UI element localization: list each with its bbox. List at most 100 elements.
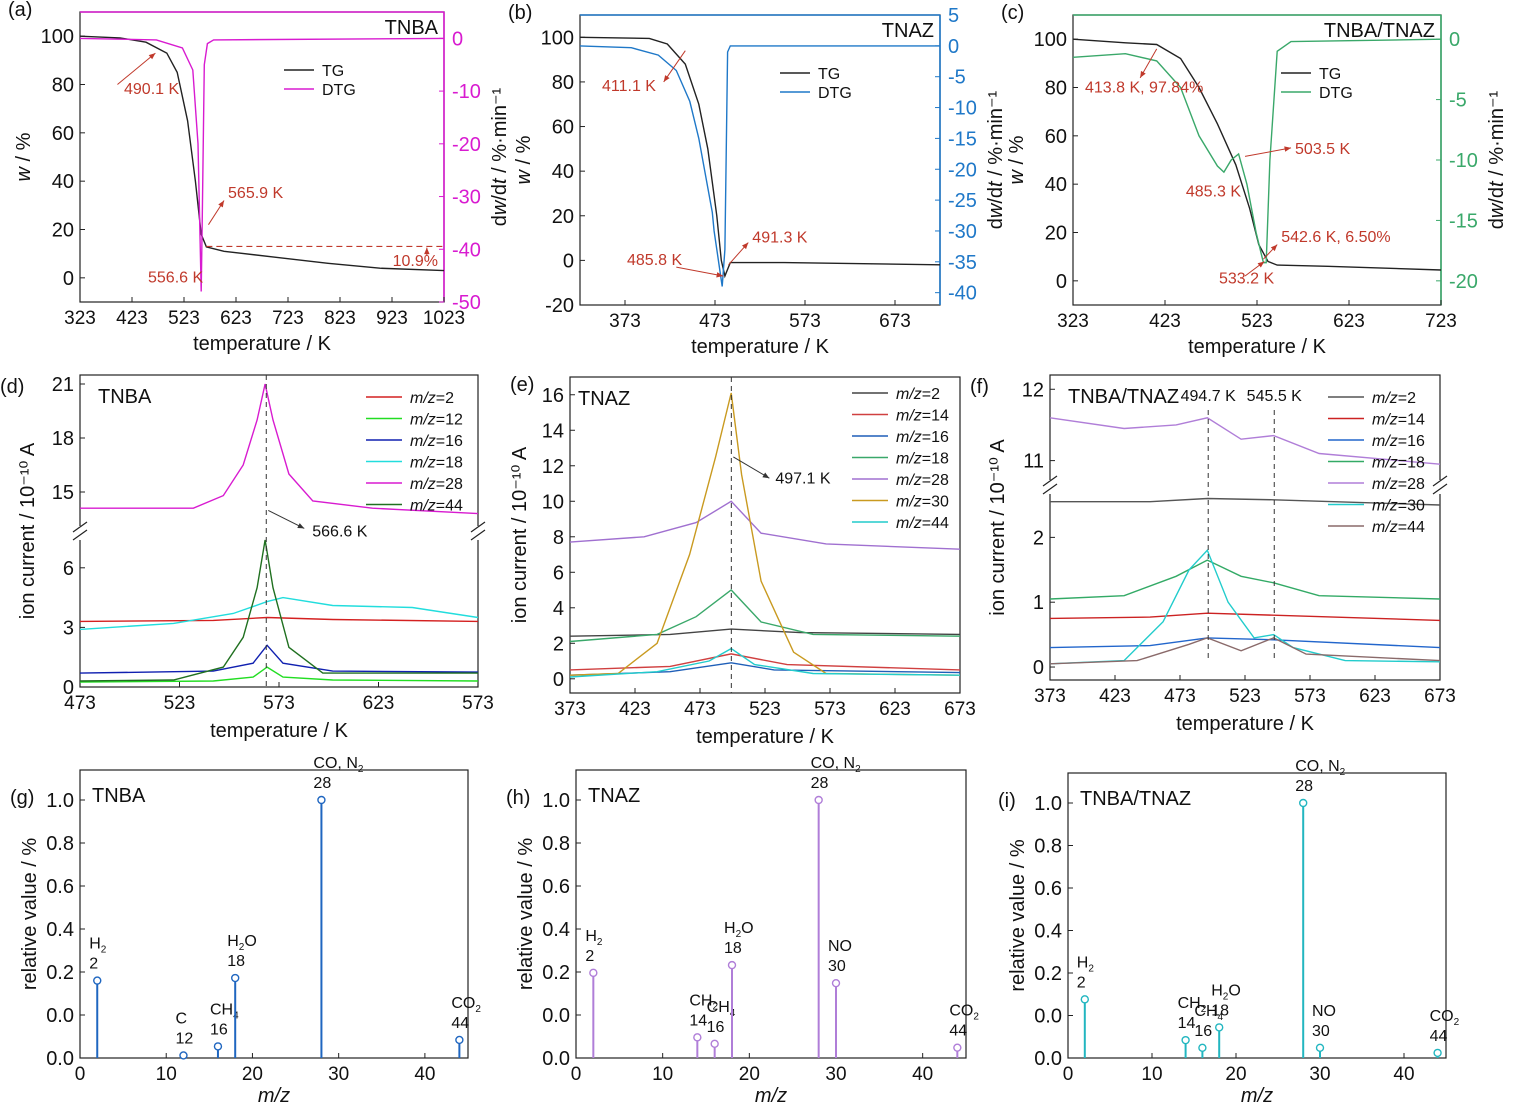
- f-series-line: [1049, 549, 1441, 665]
- i-species-label: H2O: [1211, 982, 1241, 1002]
- b-y-axis-label: w / %: [513, 135, 535, 184]
- b-ytick-label: 0: [563, 250, 574, 272]
- e-x-axis-label: temperature / K: [696, 726, 835, 748]
- a-title: TNBA: [385, 17, 439, 39]
- g-ytick-label: 0.0: [46, 1005, 74, 1027]
- a-y2-ytick-label: -10: [452, 81, 481, 103]
- e-xtick-label: 673: [944, 699, 976, 720]
- d-series-line: [79, 644, 479, 674]
- e-xtick-label: 373: [554, 699, 586, 720]
- a-annot-565: 565.9 K: [228, 185, 283, 202]
- i-stem-marker-18: [1214, 1023, 1224, 1032]
- h-x-axis-label: m/z: [755, 1085, 787, 1107]
- a-y2-ytick-label: -40: [452, 239, 481, 261]
- f-xtick-label: 373: [1034, 686, 1066, 707]
- c-y2-ytick-label: -20: [1449, 271, 1478, 293]
- a-ytick-label: 80: [52, 75, 74, 97]
- b-title: TNAZ: [882, 20, 934, 42]
- c-panel-label: (c): [1001, 2, 1024, 24]
- f-series-line: [1050, 497, 1441, 506]
- f-series-line: [1049, 637, 1441, 649]
- c-y2-ytick-label: 0: [1449, 29, 1460, 51]
- i-title: TNBA/TNAZ: [1080, 788, 1191, 810]
- c-y2-axis-label: dw/dt / %·min⁻¹: [1486, 90, 1508, 229]
- c-xtick-label: 623: [1333, 311, 1365, 332]
- e-ytick-label: 4: [553, 598, 564, 620]
- b-legend-label: DTG: [818, 85, 852, 102]
- e-xtick-label: 473: [684, 699, 716, 720]
- a-xtick-label: 423: [116, 308, 148, 329]
- e-xtick-label: 573: [814, 699, 846, 720]
- a-ytick-label: 0: [63, 268, 74, 290]
- g-species-label: C: [175, 1010, 187, 1027]
- a-xtick-label: 523: [168, 308, 200, 329]
- d-legend-label: m/z=18: [410, 455, 463, 472]
- d-series-line: [79, 616, 479, 623]
- b-annot-411: 411.1 K: [602, 78, 656, 95]
- e-legend-label: m/z=2: [896, 386, 940, 403]
- f-y-axis-label: ion current / 10⁻¹⁰ A: [987, 439, 1009, 616]
- a-plot-frame: [79, 11, 445, 303]
- d-break-mask-left: [72, 526, 88, 540]
- b-annot-491: 491.3 K: [752, 230, 807, 247]
- c-arrow-542-head: [1270, 244, 1278, 252]
- e-series-line: [569, 392, 961, 676]
- i-species-label: H2: [1077, 954, 1095, 974]
- f-series-line: [1049, 637, 1441, 665]
- b-y2-ytick-label: -10: [948, 98, 977, 120]
- a-y-axis-label: w / %: [13, 132, 35, 181]
- h-stem-marker-30: [831, 978, 841, 988]
- d-break-mark: [470, 529, 486, 541]
- g-x-axis-label: m/z: [258, 1085, 290, 1107]
- i-stem-marker-30: [1315, 1043, 1325, 1053]
- f-legend-label: m/z=16: [1372, 433, 1425, 450]
- b-annot-485: 485.8 K: [627, 252, 682, 269]
- b-y2-ytick-label: -40: [948, 283, 977, 305]
- f-xtick-label: 573: [1294, 686, 1326, 707]
- c-plot-frame: [1072, 14, 1442, 306]
- c-x-axis-label: temperature / K: [1188, 336, 1327, 358]
- c-annot-485: 485.3 K: [1186, 183, 1241, 200]
- h-species-label: CO2: [949, 1003, 979, 1023]
- b-y2-ytick-label: -30: [948, 221, 977, 243]
- e-ytick-label: 10: [542, 491, 564, 513]
- i-species-label: CO2: [1430, 1008, 1460, 1028]
- h-xtick-label: 10: [652, 1064, 673, 1085]
- c-annot-413: 413.8 K, 97.84%: [1085, 79, 1203, 96]
- c-ytick-label: 80: [1045, 78, 1067, 100]
- d-break-mark: [72, 521, 88, 533]
- c-ytick-label: 40: [1045, 174, 1067, 196]
- e-series-line: [569, 500, 961, 550]
- i-stem-marker-28: [1298, 798, 1308, 808]
- c-annot-533: 533.2 K: [1219, 270, 1274, 287]
- f-break-mark: [1432, 475, 1448, 487]
- c-y2-ytick-label: -15: [1449, 210, 1478, 232]
- a-panel-label: (a): [8, 0, 32, 21]
- e-legend-label: m/z=28: [896, 472, 949, 489]
- e-panel-label: (e): [510, 374, 534, 396]
- c-y-axis-label: w / %: [1006, 135, 1028, 184]
- f-break-mask-right: [1432, 480, 1448, 494]
- i-stem-marker-44: [1433, 1048, 1442, 1058]
- g-xtick-label: 20: [242, 1064, 263, 1085]
- f-legend-label: m/z=28: [1372, 476, 1425, 493]
- i-species-label: CH4: [1194, 1003, 1223, 1023]
- a-x-axis-label: temperature / K: [193, 333, 332, 355]
- a-legend-label: DTG: [322, 82, 356, 99]
- e-ytick-label: 12: [542, 456, 564, 478]
- f-legend-label: m/z=30: [1372, 498, 1425, 515]
- e-ytick-label: 14: [542, 420, 564, 442]
- i-ytick-label: 0.6: [1034, 878, 1062, 900]
- c-xtick-label: 523: [1241, 311, 1273, 332]
- b-xtick-label: 673: [879, 311, 911, 332]
- e-ytick-label: 8: [553, 527, 564, 549]
- d-xtick-label: 573: [462, 693, 494, 714]
- f-peak-label: 494.7 K: [1181, 388, 1236, 405]
- c-title: TNBA/TNAZ: [1324, 20, 1435, 42]
- d-xtick-label: 573: [263, 693, 295, 714]
- c-legend-label: TG: [1319, 66, 1341, 83]
- e-title: TNAZ: [578, 388, 630, 410]
- d-xtick-label: 523: [164, 693, 196, 714]
- d-series-line: [79, 539, 478, 682]
